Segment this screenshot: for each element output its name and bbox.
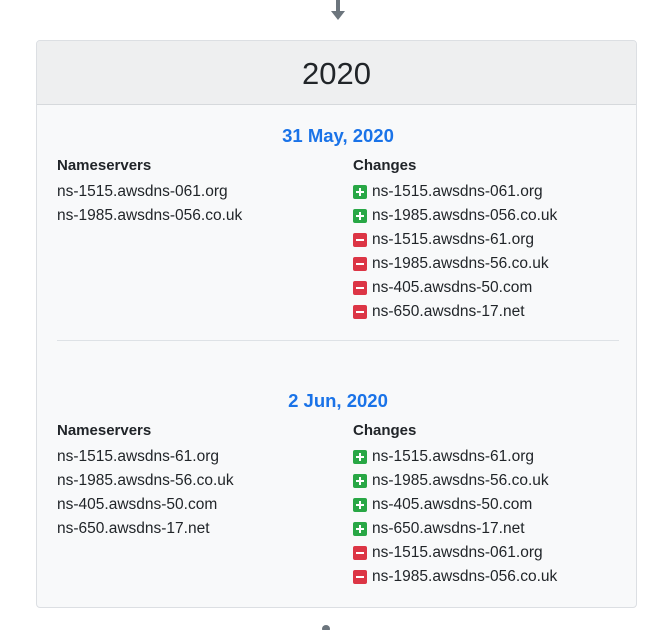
dns-change-entry: 2 Jun, 2020 Nameservers ns-1515.awsdns-6… bbox=[57, 389, 619, 585]
minus-square-icon bbox=[353, 546, 367, 560]
change-item: ns-1515.awsdns-061.org bbox=[353, 541, 557, 565]
nameserver-item: ns-1515.awsdns-061.org bbox=[57, 183, 228, 200]
change-value: ns-1515.awsdns-061.org bbox=[372, 183, 543, 200]
nameserver-item: ns-405.awsdns-50.com bbox=[57, 496, 218, 513]
plus-square-icon bbox=[353, 474, 367, 488]
change-item: ns-1515.awsdns-061.org bbox=[353, 180, 557, 204]
change-value: ns-1515.awsdns-61.org bbox=[372, 448, 534, 465]
nameserver-item: ns-1985.awsdns-56.co.uk bbox=[57, 472, 234, 489]
plus-square-icon bbox=[353, 209, 367, 223]
change-item: ns-1515.awsdns-61.org bbox=[353, 228, 557, 252]
minus-square-icon bbox=[353, 305, 367, 319]
nameserver-item: ns-650.awsdns-17.net bbox=[57, 520, 210, 537]
change-value: ns-1985.awsdns-056.co.uk bbox=[372, 207, 558, 224]
minus-square-icon bbox=[353, 281, 367, 295]
dns-change-entry: 31 May, 2020 Nameservers ns-1515.awsdns-… bbox=[57, 124, 619, 320]
entry-divider bbox=[57, 340, 619, 341]
change-item: ns-1515.awsdns-61.org bbox=[353, 445, 557, 469]
change-value: ns-405.awsdns-50.com bbox=[372, 496, 533, 513]
change-value: ns-405.awsdns-50.com bbox=[372, 279, 533, 296]
change-item: ns-1985.awsdns-56.co.uk bbox=[353, 252, 557, 276]
change-item: ns-1985.awsdns-56.co.uk bbox=[353, 469, 557, 493]
plus-square-icon bbox=[353, 498, 367, 512]
entry-date: 31 May, 2020 bbox=[282, 125, 394, 146]
arrow-down-icon bbox=[331, 0, 345, 20]
entry-date: 2 Jun, 2020 bbox=[288, 390, 388, 411]
change-item: ns-405.awsdns-50.com bbox=[353, 276, 557, 300]
plus-square-icon bbox=[353, 450, 367, 464]
change-item: ns-650.awsdns-17.net bbox=[353, 300, 557, 324]
plus-square-icon bbox=[353, 185, 367, 199]
year-header: 2020 bbox=[37, 41, 636, 105]
change-value: ns-1985.awsdns-56.co.uk bbox=[372, 472, 549, 489]
changes-heading: Changes bbox=[353, 157, 417, 174]
changes-column: Changes ns-1515.awsdns-061.org ns-1985.a… bbox=[353, 156, 557, 324]
change-value: ns-650.awsdns-17.net bbox=[372, 303, 525, 320]
change-item: ns-405.awsdns-50.com bbox=[353, 493, 557, 517]
nameserver-item: ns-1985.awsdns-056.co.uk bbox=[57, 207, 243, 224]
timeline-dot-icon bbox=[322, 625, 330, 630]
nameserver-item: ns-1515.awsdns-61.org bbox=[57, 448, 219, 465]
change-item: ns-650.awsdns-17.net bbox=[353, 517, 557, 541]
changes-heading: Changes bbox=[353, 422, 417, 439]
minus-square-icon bbox=[353, 257, 367, 271]
minus-square-icon bbox=[353, 233, 367, 247]
change-item: ns-1985.awsdns-056.co.uk bbox=[353, 565, 557, 589]
change-value: ns-1985.awsdns-56.co.uk bbox=[372, 255, 549, 272]
nameservers-column: Nameservers ns-1515.awsdns-61.org ns-198… bbox=[57, 421, 234, 541]
change-value: ns-1985.awsdns-056.co.uk bbox=[372, 568, 558, 585]
changes-column: Changes ns-1515.awsdns-61.org ns-1985.aw… bbox=[353, 421, 557, 589]
nameservers-heading: Nameservers bbox=[57, 157, 152, 174]
change-value: ns-1515.awsdns-061.org bbox=[372, 544, 543, 561]
nameservers-column: Nameservers ns-1515.awsdns-061.org ns-19… bbox=[57, 156, 242, 228]
change-item: ns-1985.awsdns-056.co.uk bbox=[353, 204, 557, 228]
change-value: ns-650.awsdns-17.net bbox=[372, 520, 525, 537]
year-card: 2020 31 May, 2020 Nameservers ns-1515.aw… bbox=[36, 40, 637, 608]
nameservers-heading: Nameservers bbox=[57, 422, 152, 439]
plus-square-icon bbox=[353, 522, 367, 536]
minus-square-icon bbox=[353, 570, 367, 584]
year-title: 2020 bbox=[302, 55, 371, 91]
change-value: ns-1515.awsdns-61.org bbox=[372, 231, 534, 248]
